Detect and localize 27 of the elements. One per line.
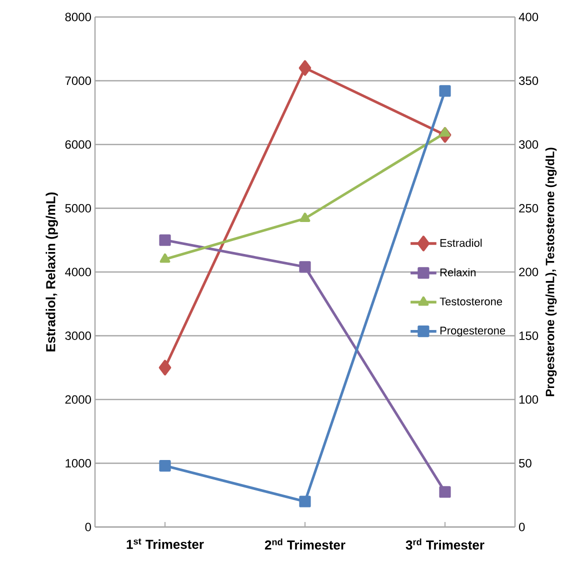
y-tick-label: 8000 <box>65 12 91 22</box>
x-tick-label: 2$^{nd}$ Trimester <box>264 538 346 550</box>
legend-label: Progesterone <box>440 326 506 337</box>
y2-axis-title: Progesterone (ng/mL), Testosterone (ng/dL) <box>545 148 557 396</box>
legend-label: Relaxin <box>440 268 476 276</box>
y-tick-label: 7000 <box>65 76 91 85</box>
y2-tick-label: 200 <box>519 268 538 276</box>
x-tick-label: 1$^{st}$ Trimester <box>126 538 204 549</box>
y2-tick-label: 300 <box>518 140 538 149</box>
y2-tick-label: 150 <box>519 332 538 340</box>
y-tick-label: 0 <box>85 522 92 532</box>
y-tick-label: 4000 <box>65 268 91 276</box>
x-tick-label: 3$^{rd}$ Trimester <box>406 538 484 550</box>
y-tick-label: 5000 <box>65 204 91 212</box>
y2-tick-label: 0 <box>519 522 525 532</box>
y-tick-label: 1000 <box>66 459 91 468</box>
y2-tick-label: 250 <box>519 204 538 212</box>
y2-tick-label: 100 <box>519 395 538 404</box>
y-tick-label: 6000 <box>65 140 91 149</box>
y2-tick-label: 350 <box>518 76 538 85</box>
y2-tick-label: 50 <box>519 459 532 468</box>
legend-label: Testosterone <box>440 298 502 306</box>
y-tick-label: 2000 <box>65 395 91 404</box>
y-axis-title: Estradiol, Relaxin (pg/mL) <box>46 192 58 352</box>
y-tick-label: 3000 <box>65 332 91 340</box>
legend-label: Estradiol <box>440 238 482 247</box>
y2-tick-label: 400 <box>518 12 538 22</box>
